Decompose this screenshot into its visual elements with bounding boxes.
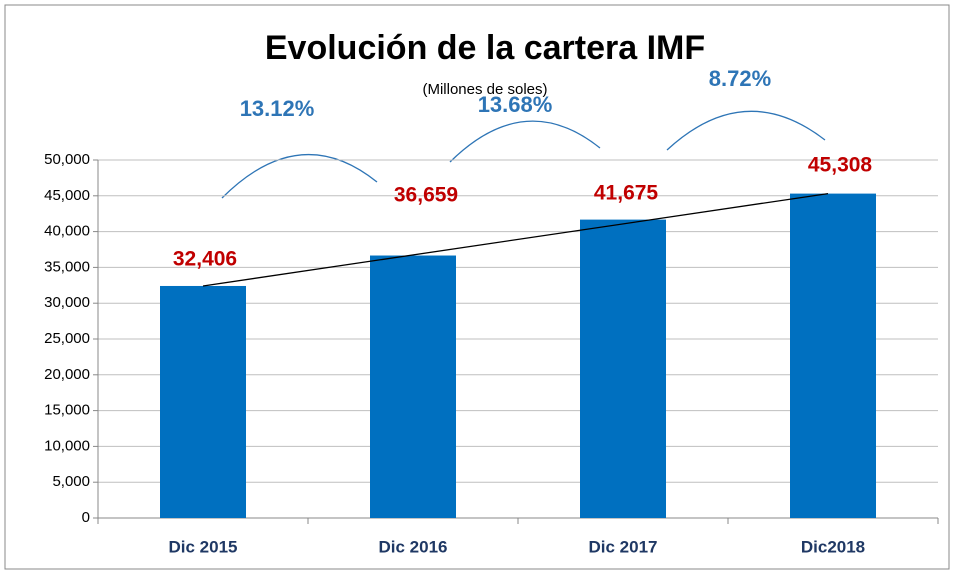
growth-arcs <box>221 110 826 199</box>
y-tick-label: 25,000 <box>44 330 90 347</box>
bar <box>790 193 876 518</box>
x-tick-label: Dic 2015 <box>169 537 238 556</box>
y-tick-label: 35,000 <box>44 258 90 275</box>
y-tick-label: 40,000 <box>44 223 90 240</box>
y-tick-label: 30,000 <box>44 294 90 311</box>
x-tick-label: Dic2018 <box>801 537 865 556</box>
growth-label: 13.68% <box>478 92 553 117</box>
y-tick-label: 5,000 <box>52 473 90 490</box>
growth-label: 8.72% <box>709 66 771 91</box>
y-tick-label: 20,000 <box>44 366 90 383</box>
chart-subtitle: (Millones de soles) <box>422 81 547 98</box>
growth-label: 13.12% <box>240 96 315 121</box>
value-label: 36,659 <box>394 184 458 207</box>
value-label: 45,308 <box>808 154 873 177</box>
bar <box>160 285 246 518</box>
y-tick-label: 45,000 <box>44 187 90 204</box>
bar <box>370 255 456 519</box>
x-tick-label: Dic 2016 <box>379 537 448 556</box>
trend-line <box>202 192 829 287</box>
growth-arc <box>221 153 378 199</box>
value-label: 41,675 <box>594 182 659 205</box>
y-tick-label: 0 <box>82 509 90 526</box>
bar <box>580 219 666 518</box>
y-tick-label: 15,000 <box>44 402 90 419</box>
growth-arc <box>666 110 826 151</box>
x-tick-label: Dic 2017 <box>589 537 658 556</box>
value-label: 32,406 <box>173 248 237 271</box>
y-tick-label: 10,000 <box>44 437 90 454</box>
growth-arc <box>449 120 601 163</box>
chart-title: Evolución de la cartera IMF <box>265 29 705 67</box>
y-tick-label: 50,000 <box>44 151 90 168</box>
